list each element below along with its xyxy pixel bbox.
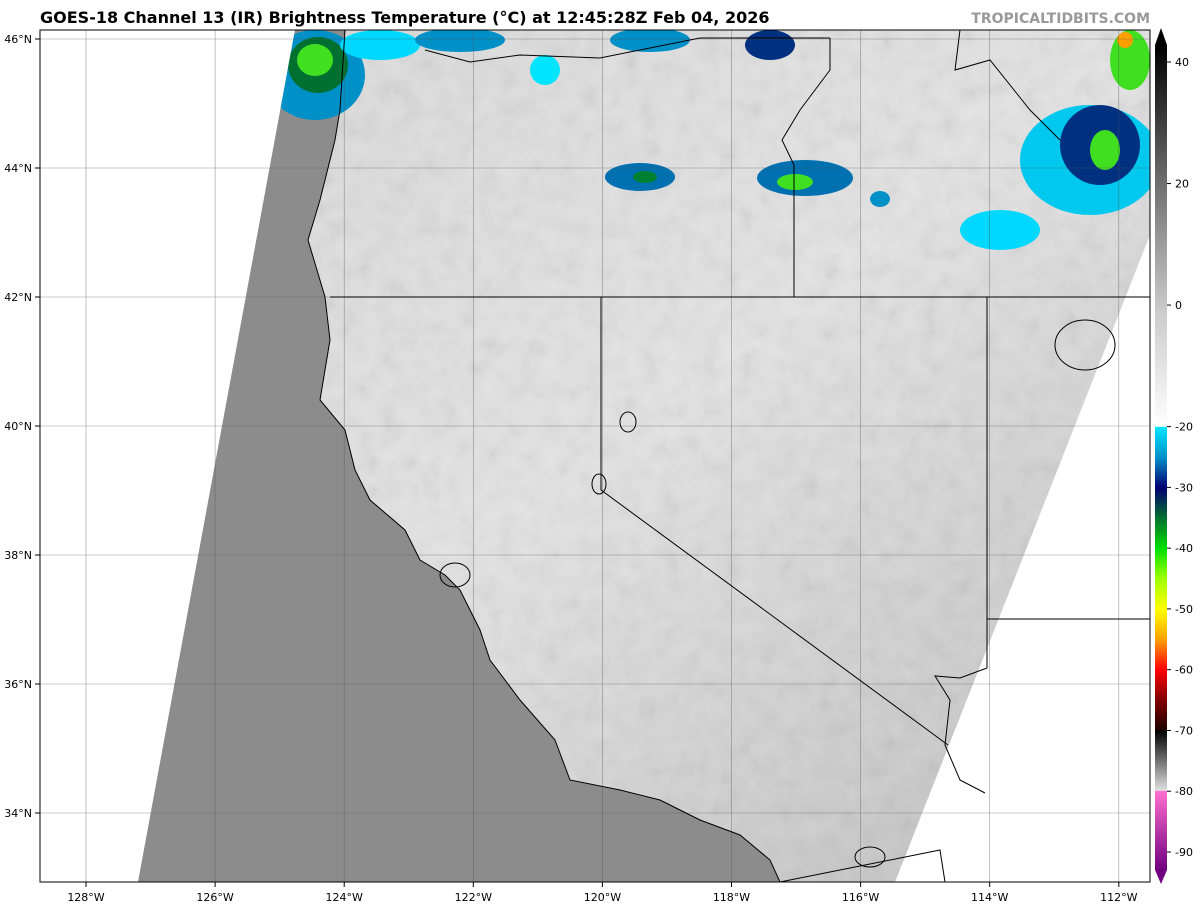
colorbar-label: -20 [1175, 421, 1193, 434]
lat-label: 40°N [4, 420, 32, 433]
colorbar-label: -30 [1175, 481, 1193, 494]
colorbar: 40 20 0 -20 -30 -40 -50 -60 -70 -80 -90 [1155, 28, 1193, 884]
border-id-mt [954, 30, 1061, 141]
lat-label: 44°N [4, 162, 32, 175]
plot-frame [39, 29, 1151, 883]
border-wa-or [424, 37, 830, 63]
lake-great-salt [1054, 319, 1116, 371]
colorado-river [934, 667, 988, 794]
lat-label: 36°N [4, 678, 32, 691]
coastline-and-borders [307, 30, 1150, 882]
colorbar-label: 40 [1175, 56, 1189, 69]
coastline [307, 30, 781, 882]
colorbar-label: -40 [1175, 542, 1193, 555]
lat-label: 38°N [4, 549, 32, 562]
lon-label: 114°W [971, 891, 1008, 904]
lake-pyramid [619, 411, 637, 433]
lon-label: 118°W [713, 891, 750, 904]
colorbar-label: 20 [1175, 178, 1189, 191]
lon-label: 126°W [196, 891, 233, 904]
lon-label: 128°W [67, 891, 104, 904]
lon-label: 122°W [455, 891, 492, 904]
border-ca-nv [600, 297, 949, 746]
colorbar-label: -50 [1175, 603, 1193, 616]
border-mexico [779, 849, 946, 882]
sf-bay [439, 562, 471, 588]
colorbar-label: -60 [1175, 664, 1193, 677]
lon-label: 116°W [842, 891, 879, 904]
colorbar-label: 0 [1175, 299, 1182, 312]
lon-label: 112°W [1100, 891, 1137, 904]
colorbar-label: -70 [1175, 724, 1193, 737]
colorbar-min-arrow [1155, 870, 1167, 884]
map-title: GOES-18 Channel 13 (IR) Brightness Tempe… [40, 8, 770, 27]
gridlines [40, 30, 1150, 882]
border-or-id [781, 38, 831, 297]
imagery-swath [138, 30, 1150, 882]
latitude-axis: 46°N 44°N 42°N 40°N 38°N 36°N 34°N [4, 33, 40, 820]
longitude-axis: 128°W 126°W 124°W 122°W 120°W 118°W 116°W 114°W… [67, 882, 1138, 904]
colorbar-max-arrow [1155, 28, 1167, 45]
salton-sea [854, 846, 886, 868]
lat-label: 34°N [4, 807, 32, 820]
lake-tahoe [591, 473, 607, 495]
lat-label: 42°N [4, 291, 32, 304]
cloud-cold-tops [265, 30, 1150, 250]
colorbar-label: -90 [1175, 846, 1193, 859]
lon-label: 124°W [326, 891, 363, 904]
brand-watermark: TROPICALTIDBITS.COM [971, 11, 1150, 27]
colorbar-gradient [1155, 45, 1167, 870]
lat-label: 46°N [4, 33, 32, 46]
colorbar-label: -80 [1175, 785, 1193, 798]
lon-label: 120°W [584, 891, 621, 904]
